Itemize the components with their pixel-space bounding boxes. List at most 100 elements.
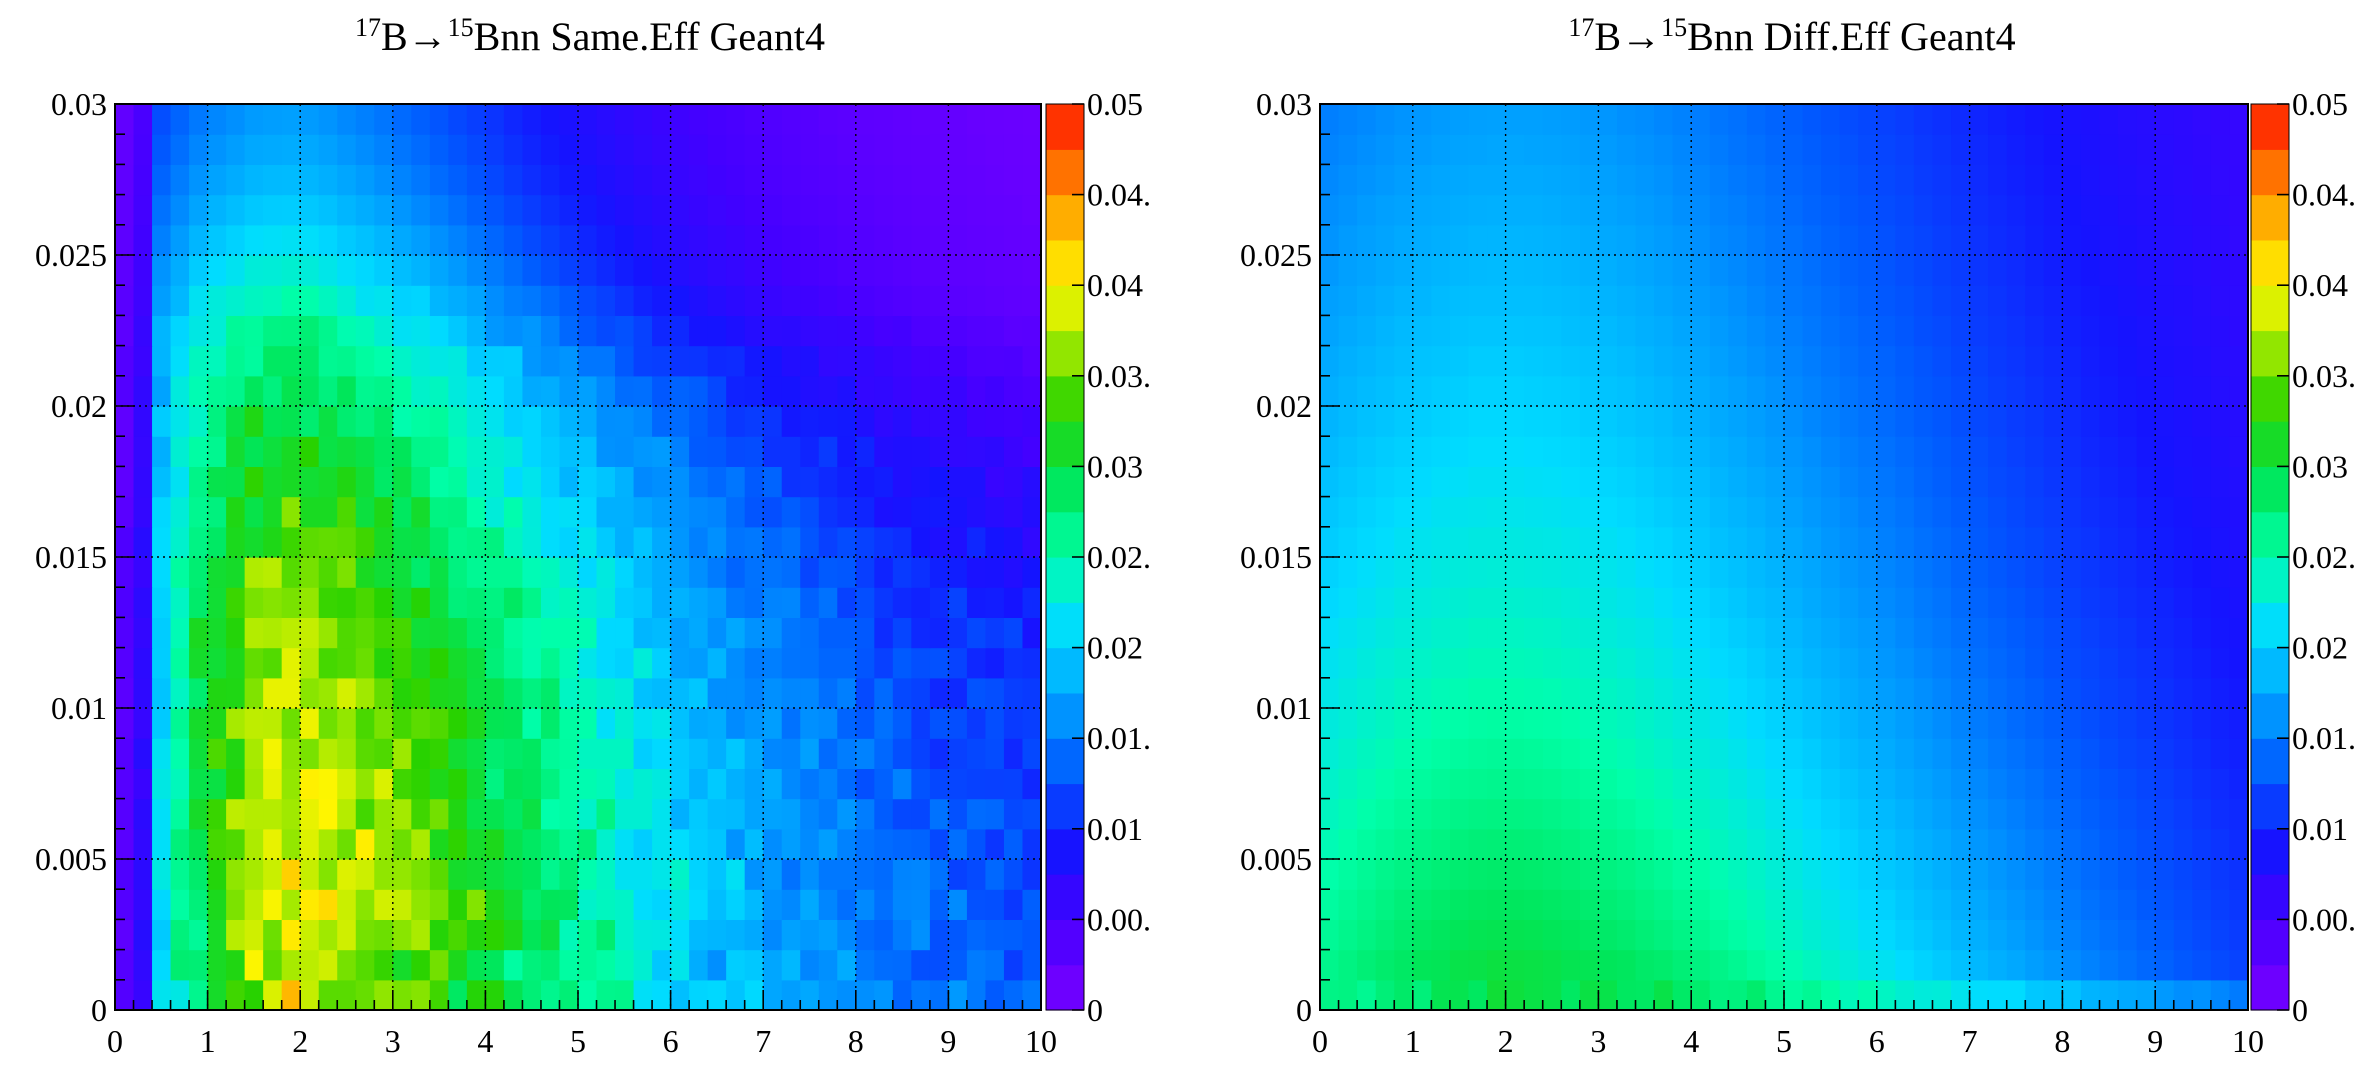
heatmap-cell bbox=[374, 859, 394, 890]
heatmap-cell bbox=[1765, 557, 1785, 588]
heatmap-cell bbox=[1876, 406, 1896, 437]
heatmap-cell bbox=[2229, 406, 2249, 437]
heatmap-cell bbox=[355, 798, 375, 830]
heatmap-cell bbox=[189, 617, 209, 649]
heatmap-cell bbox=[559, 708, 579, 739]
heatmap-cell bbox=[300, 224, 320, 256]
heatmap-cell bbox=[1320, 919, 1340, 951]
heatmap-cell bbox=[1691, 134, 1711, 165]
heatmap-cell bbox=[429, 224, 449, 256]
heatmap-cell bbox=[2210, 496, 2231, 528]
heatmap-cell bbox=[1468, 768, 1488, 800]
heatmap-cell bbox=[1654, 104, 1674, 135]
heatmap-cell bbox=[1913, 919, 1934, 951]
heatmap-cell bbox=[707, 677, 727, 709]
y-tick-label: 0.015 bbox=[1240, 539, 1312, 575]
heatmap-cell bbox=[300, 406, 320, 437]
heatmap-cell bbox=[1784, 949, 1804, 981]
heatmap-cell bbox=[1821, 587, 1841, 618]
heatmap-cell bbox=[2136, 647, 2156, 679]
heatmap-cell bbox=[689, 738, 709, 769]
colorbar-segment bbox=[1046, 421, 1084, 467]
heatmap-cell bbox=[1913, 255, 1934, 286]
heatmap-cell bbox=[855, 919, 875, 951]
heatmap-cell bbox=[1746, 164, 1767, 196]
heatmap-cell bbox=[411, 164, 431, 196]
heatmap-cell bbox=[337, 194, 357, 226]
heatmap-cell bbox=[1394, 768, 1414, 800]
heatmap-cell bbox=[152, 194, 172, 226]
heatmap-cell bbox=[615, 708, 635, 739]
heatmap-cell bbox=[744, 134, 764, 165]
heatmap-cell bbox=[781, 677, 801, 709]
heatmap-cell bbox=[1858, 436, 1878, 467]
heatmap-cell bbox=[2229, 164, 2249, 196]
heatmap-cell bbox=[1524, 285, 1544, 316]
heatmap-cell bbox=[1802, 134, 1822, 165]
heatmap-cell bbox=[115, 647, 135, 679]
heatmap-cell bbox=[781, 496, 801, 528]
heatmap-cell bbox=[1895, 255, 1915, 286]
heatmap-cell bbox=[744, 979, 764, 1011]
heatmap-cell bbox=[1951, 436, 1971, 467]
heatmap-cell bbox=[1505, 708, 1525, 739]
heatmap-cell bbox=[800, 587, 820, 618]
heatmap-cell bbox=[2062, 104, 2082, 135]
heatmap-cell bbox=[1839, 104, 1859, 135]
heatmap-cell bbox=[1988, 889, 2008, 920]
heatmap-cell bbox=[1988, 979, 2008, 1011]
heatmap-cell bbox=[1876, 557, 1896, 588]
heatmap-cell bbox=[874, 798, 894, 830]
heatmap-cell bbox=[2062, 798, 2082, 830]
heatmap-cell bbox=[615, 466, 635, 498]
heatmap-cell bbox=[1876, 828, 1896, 860]
heatmap-cell bbox=[837, 224, 857, 256]
heatmap-cell bbox=[540, 979, 561, 1011]
heatmap-cell bbox=[948, 708, 968, 739]
heatmap-cell bbox=[707, 315, 727, 347]
colorbar-segment bbox=[1046, 285, 1084, 332]
heatmap-cell bbox=[707, 979, 727, 1011]
heatmap-cell bbox=[1839, 647, 1859, 679]
heatmap-cell bbox=[2210, 345, 2231, 377]
heatmap-cell bbox=[1449, 979, 1470, 1011]
heatmap-cell bbox=[1784, 979, 1804, 1011]
heatmap-cell bbox=[966, 708, 987, 739]
heatmap-cell bbox=[596, 647, 616, 679]
heatmap-cell bbox=[1561, 949, 1581, 981]
heatmap-cell bbox=[1728, 647, 1748, 679]
heatmap-cell bbox=[1784, 557, 1804, 588]
heatmap-cell bbox=[466, 285, 486, 316]
heatmap-cell bbox=[429, 345, 449, 377]
heatmap-cell bbox=[1431, 949, 1451, 981]
heatmap-cell bbox=[2173, 496, 2193, 528]
heatmap-cell bbox=[985, 677, 1005, 709]
heatmap-cell bbox=[1691, 768, 1711, 800]
heatmap-cell bbox=[1598, 798, 1618, 830]
heatmap-cell bbox=[189, 315, 209, 347]
heatmap-cell bbox=[115, 919, 135, 951]
heatmap-cell bbox=[800, 134, 820, 165]
heatmap-cell bbox=[781, 315, 801, 347]
y-tick-label: 0.025 bbox=[1240, 237, 1312, 273]
heatmap-cell bbox=[133, 557, 153, 588]
heatmap-cell bbox=[689, 798, 709, 830]
heatmap-cell bbox=[411, 315, 431, 347]
heatmap-cell bbox=[744, 526, 764, 558]
heatmap-cell bbox=[726, 496, 746, 528]
heatmap-cell bbox=[1709, 255, 1729, 286]
colorbar-segment bbox=[2251, 285, 2289, 332]
heatmap-cell bbox=[1746, 315, 1767, 347]
colorbar-segment bbox=[2251, 511, 2289, 558]
heatmap-cell bbox=[1598, 587, 1618, 618]
heatmap-cell bbox=[559, 859, 579, 890]
heatmap-cell bbox=[1598, 134, 1618, 165]
heatmap-cell bbox=[1320, 617, 1340, 649]
heatmap-cell bbox=[1616, 526, 1637, 558]
heatmap-cell bbox=[1951, 979, 1971, 1011]
heatmap-cell bbox=[559, 496, 579, 528]
heatmap-cell bbox=[652, 104, 672, 135]
heatmap-cell bbox=[392, 436, 412, 467]
heatmap-cell bbox=[1709, 828, 1729, 860]
heatmap-cell bbox=[115, 677, 135, 709]
